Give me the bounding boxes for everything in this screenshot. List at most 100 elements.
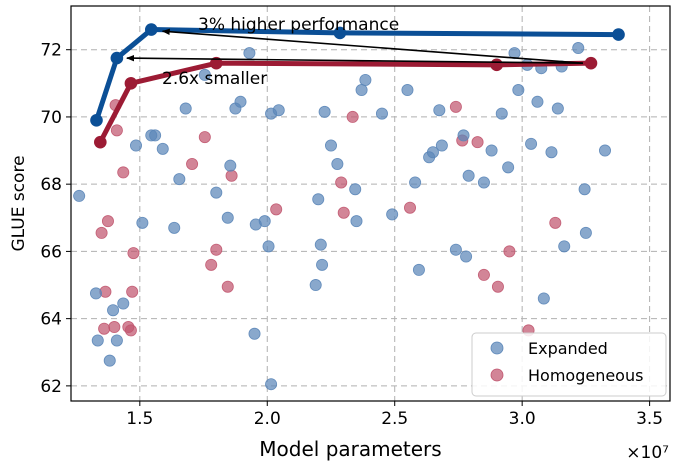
homogeneous-point xyxy=(110,124,123,137)
expanded-point xyxy=(129,139,142,152)
annotation-arrow xyxy=(126,54,583,64)
expanded-point xyxy=(243,47,256,60)
homogeneous-point xyxy=(221,280,234,293)
expanded-point xyxy=(221,211,234,224)
x-tick-label: 3.0 xyxy=(509,409,536,429)
x-tick-label: 2.0 xyxy=(254,409,281,429)
expanded-point xyxy=(73,189,86,202)
expanded-point xyxy=(248,327,261,340)
homogeneous-point xyxy=(124,324,137,337)
homogeneous-point xyxy=(270,203,283,216)
expanded-point xyxy=(179,102,192,115)
y-tick-label: 64 xyxy=(40,310,62,330)
homogeneous-point xyxy=(198,131,211,144)
expanded-point xyxy=(537,292,550,305)
expanded-point xyxy=(324,139,337,152)
expanded-frontier-point xyxy=(90,113,103,127)
expanded-point xyxy=(477,176,490,189)
expanded-point xyxy=(578,183,591,196)
homogeneous-point xyxy=(205,258,218,271)
expanded-point xyxy=(107,304,120,317)
homogeneous-point xyxy=(503,245,516,258)
expanded-point xyxy=(258,215,271,228)
expanded-point xyxy=(412,263,425,276)
expanded-point xyxy=(103,354,116,367)
expanded-point xyxy=(198,68,211,81)
expanded-point xyxy=(350,215,363,228)
expanded-point xyxy=(551,102,564,115)
expanded-point xyxy=(117,297,130,310)
expanded-point xyxy=(349,183,362,196)
y-tick-label: 68 xyxy=(40,175,62,195)
homogeneous-frontier-point xyxy=(209,56,223,70)
homogeneous-point xyxy=(404,201,417,214)
homogeneous-point xyxy=(346,110,359,123)
expanded-point xyxy=(485,144,498,157)
homogeneous-point xyxy=(126,285,139,298)
expanded-point xyxy=(173,173,186,186)
expanded-point xyxy=(512,84,525,97)
expanded-point xyxy=(355,84,368,97)
homogeneous-point xyxy=(477,268,490,281)
expanded-point xyxy=(359,73,372,86)
y-tick-label: 72 xyxy=(40,41,62,61)
expanded-point xyxy=(426,146,439,159)
expanded-point xyxy=(449,243,462,256)
legend-homogeneous-marker xyxy=(490,368,504,382)
annotation-label: 2.6x smaller xyxy=(162,69,267,89)
homogeneous-point xyxy=(186,157,199,170)
expanded-point xyxy=(309,279,322,292)
legend-expanded-label: Expanded xyxy=(528,339,608,358)
expanded-point xyxy=(210,186,223,199)
expanded-point xyxy=(401,84,414,97)
x-tick-label: 1.5 xyxy=(126,409,153,429)
expanded-point xyxy=(462,169,475,182)
expanded-point xyxy=(558,240,571,253)
homogeneous-point xyxy=(117,166,130,179)
expanded-point xyxy=(149,129,162,142)
expanded-point xyxy=(89,287,102,300)
expanded-frontier-point xyxy=(612,28,625,41)
homogeneous-frontier-point xyxy=(124,77,138,90)
homogeneous-point xyxy=(95,226,108,239)
expanded-point xyxy=(375,107,388,120)
expanded-point xyxy=(545,146,558,159)
expanded-point xyxy=(136,216,149,229)
y-tick-label: 62 xyxy=(40,377,62,397)
homogeneous-point xyxy=(101,215,114,228)
homogeneous-point xyxy=(549,216,562,229)
homogeneous-point xyxy=(127,247,140,260)
x-axis-label: Model parameters xyxy=(259,437,441,461)
expanded-point xyxy=(460,250,473,263)
homogeneous-point xyxy=(98,322,111,335)
expanded-point xyxy=(409,176,422,189)
homogeneous-point xyxy=(449,100,462,113)
expanded-point xyxy=(331,157,344,170)
expanded-point xyxy=(579,226,592,239)
expanded-point xyxy=(91,334,104,347)
expanded-point xyxy=(234,95,247,108)
expanded-point xyxy=(224,159,237,172)
expanded-frontier-point xyxy=(144,23,158,36)
expanded-point xyxy=(435,139,448,152)
expanded-point xyxy=(386,208,399,221)
expanded-point xyxy=(318,105,331,118)
y-tick-label: 66 xyxy=(40,242,62,262)
annotation-label: 3% higher performance xyxy=(198,15,399,35)
expanded-point xyxy=(312,193,325,206)
expanded-point xyxy=(495,107,508,120)
expanded-point xyxy=(433,104,446,117)
expanded-frontier-point xyxy=(333,26,347,40)
homogeneous-frontier-point xyxy=(584,56,598,70)
x-multiplier-label: ×10⁷ xyxy=(626,443,669,462)
expanded-point xyxy=(525,137,538,150)
expanded-point xyxy=(457,129,470,142)
expanded-point xyxy=(572,42,585,55)
expanded-point xyxy=(314,238,327,251)
y-tick-label: 70 xyxy=(40,108,62,128)
expanded-point xyxy=(262,240,275,253)
homogeneous-frontier-point xyxy=(490,58,503,72)
homogeneous-point xyxy=(210,243,223,256)
expanded-point xyxy=(168,221,181,234)
